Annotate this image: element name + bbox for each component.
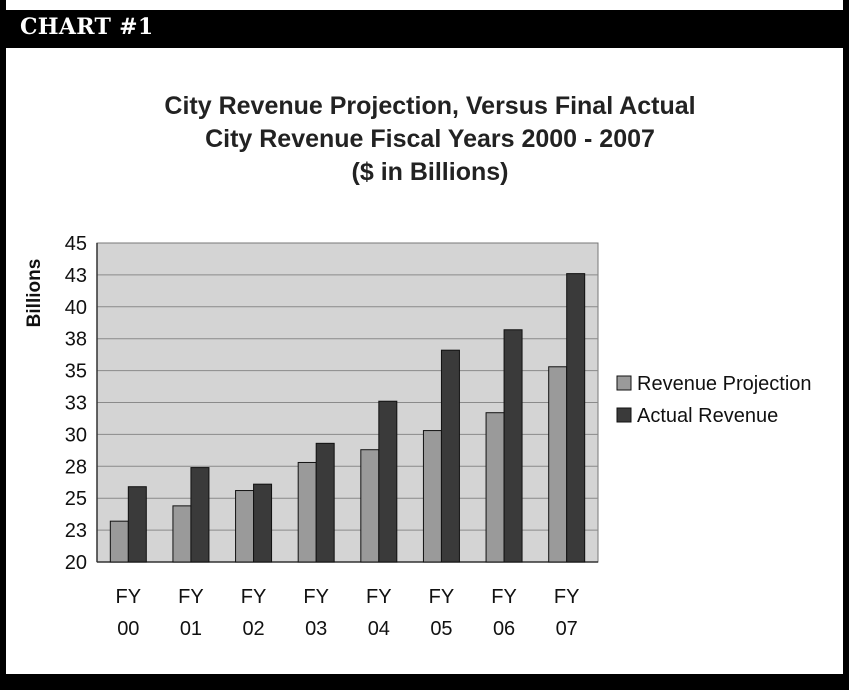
x-tick-label-line-2: 03	[305, 618, 327, 640]
y-tick-label: 43	[65, 265, 87, 287]
bar-actual-revenue	[566, 273, 586, 563]
bar-actual-revenue	[190, 467, 210, 563]
x-tick-label-line-2: 01	[180, 618, 202, 640]
x-tick-label-line-1: FY	[429, 586, 455, 608]
bar-actual-revenue	[503, 329, 523, 563]
chart-title-line-1: City Revenue Projection, Versus Final Ac…	[164, 92, 696, 120]
x-tick-label-line-1: FY	[366, 586, 392, 608]
x-tick-label-line-1: FY	[554, 586, 580, 608]
bar-revenue-projection	[360, 449, 380, 563]
legend-swatch	[616, 407, 632, 423]
bar-revenue-projection	[297, 461, 317, 563]
chart-number-label: CHART #1	[20, 14, 154, 40]
y-tick-label: 23	[65, 520, 87, 542]
bar-actual-revenue	[253, 483, 273, 563]
footer-bar	[0, 674, 849, 690]
y-tick-label: 28	[65, 456, 87, 478]
chart-title-line-3: ($ in Billions)	[351, 158, 509, 186]
x-tick-label-line-1: FY	[491, 586, 517, 608]
bar-actual-revenue	[378, 400, 398, 563]
chart-title-line-2: City Revenue Fiscal Years 2000 - 2007	[205, 125, 655, 153]
y-tick-label: 25	[65, 488, 87, 510]
header-bar	[0, 10, 849, 48]
y-tick-label: 33	[65, 393, 87, 415]
x-tick-label-line-2: 07	[556, 618, 578, 640]
legend-label: Revenue Projection	[637, 373, 812, 395]
y-tick-label: 38	[65, 329, 87, 351]
x-tick-label-line-2: 02	[242, 618, 264, 640]
x-tick-label-line-1: FY	[178, 586, 204, 608]
x-tick-label-line-2: 04	[368, 618, 390, 640]
bar-revenue-projection	[172, 505, 192, 563]
y-tick-label: 20	[65, 552, 87, 574]
bar-revenue-projection	[109, 520, 129, 563]
legend-label: Actual Revenue	[637, 405, 778, 427]
bar-revenue-projection	[235, 490, 255, 563]
bar-actual-revenue	[440, 349, 460, 563]
y-tick-label: 40	[65, 297, 87, 319]
bar-actual-revenue	[127, 486, 147, 563]
bar-revenue-projection	[548, 366, 568, 563]
x-tick-label-line-1: FY	[116, 586, 142, 608]
y-tick-label: 45	[65, 233, 87, 255]
bar-revenue-projection	[485, 412, 505, 563]
legend-swatch	[616, 375, 632, 391]
x-tick-label-line-2: 06	[493, 618, 515, 640]
y-tick-label: 30	[65, 424, 87, 446]
x-tick-label-line-2: 05	[430, 618, 452, 640]
bar-actual-revenue	[315, 442, 335, 563]
x-tick-label-line-2: 00	[117, 618, 139, 640]
y-tick-label: 35	[65, 361, 87, 383]
x-tick-label-line-1: FY	[303, 586, 329, 608]
x-tick-label-line-1: FY	[241, 586, 267, 608]
chart-title: City Revenue Projection, Versus Final Ac…	[60, 90, 800, 189]
bar-revenue-projection	[422, 430, 442, 563]
y-axis-title: Billions	[24, 259, 45, 328]
